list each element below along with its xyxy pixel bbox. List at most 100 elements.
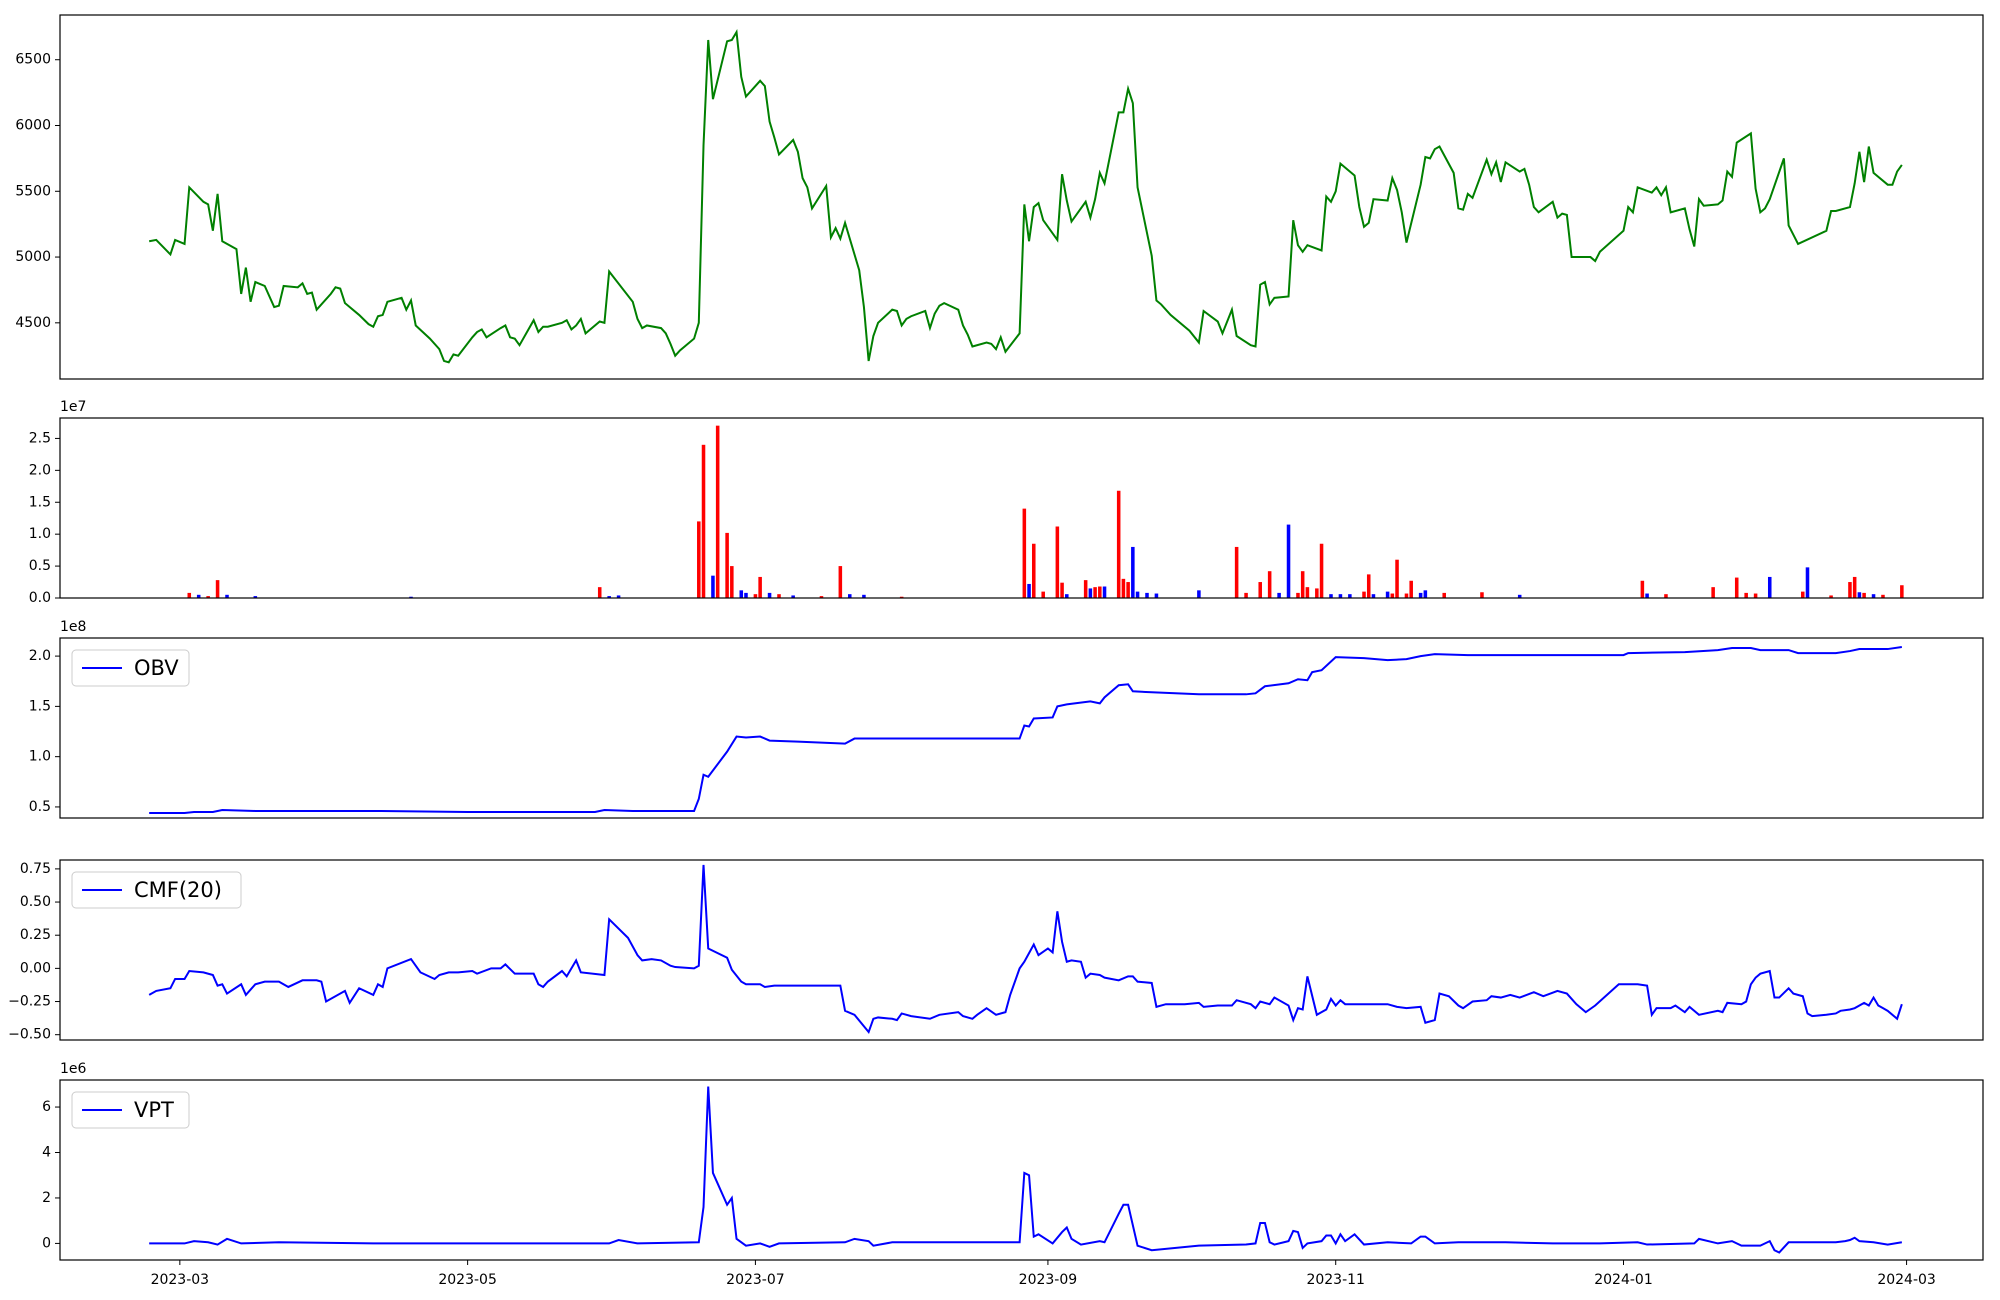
bar: [1126, 582, 1130, 598]
y-tick-label: 0.5: [29, 799, 51, 815]
line: [149, 1086, 1903, 1254]
bar: [1711, 587, 1715, 598]
bar: [715, 425, 720, 598]
bar: [1329, 594, 1333, 598]
bar: [1154, 593, 1159, 598]
bar: [1409, 580, 1413, 598]
y-tick-label: −0.25: [8, 994, 51, 1010]
bar: [744, 592, 748, 598]
legend-box: [71, 1091, 190, 1129]
bar: [701, 444, 706, 598]
bar: [1244, 592, 1248, 598]
x-tick-label: 2024-03: [1877, 1272, 1936, 1288]
legend-label: VPT: [134, 1098, 174, 1122]
y-tick-label: 0: [42, 1235, 51, 1251]
legend-label: OBV: [134, 656, 179, 680]
bar: [1871, 594, 1876, 598]
bar: [791, 595, 795, 598]
bar: [1277, 592, 1281, 598]
bar: [1145, 592, 1149, 598]
bar: [409, 596, 413, 598]
legend-box: [71, 649, 190, 687]
bar: [1116, 490, 1121, 598]
axis-offset-label: 1e7: [60, 399, 86, 415]
bar: [1852, 576, 1857, 598]
axis-offset-label: 1e8: [60, 619, 86, 635]
bar: [1286, 524, 1291, 598]
bar: [1027, 583, 1031, 598]
bar: [1801, 591, 1805, 598]
bar: [1102, 586, 1107, 598]
bar: [1517, 594, 1522, 598]
bar: [1767, 576, 1772, 598]
bar: [711, 575, 715, 598]
bar: [1197, 590, 1201, 598]
bar: [215, 580, 220, 598]
bar: [1848, 582, 1852, 598]
bar: [206, 596, 210, 598]
bar: [819, 596, 824, 598]
x-tick-label: 2023-09: [1019, 1272, 1078, 1288]
axes-frame: [59, 859, 1984, 1041]
x-tick-label: 2023-11: [1306, 1272, 1365, 1288]
legend-label: CMF(20): [134, 878, 222, 902]
y-tick-label: 0.25: [20, 927, 51, 943]
bar: [1744, 592, 1748, 598]
bar: [899, 596, 904, 598]
bar: [1121, 578, 1126, 598]
axes-frame: [59, 14, 1984, 380]
x-tick-label: 2023-05: [438, 1272, 497, 1288]
bar: [607, 596, 611, 598]
bar: [1423, 590, 1428, 598]
bar: [1480, 592, 1484, 598]
y-tick-label: 2: [42, 1190, 51, 1206]
bar: [862, 594, 866, 598]
y-tick-label: 1.5: [29, 494, 51, 510]
bar: [1305, 587, 1310, 598]
line: [149, 646, 1902, 814]
bar: [725, 532, 729, 598]
bar: [1031, 543, 1036, 598]
bar: [1319, 543, 1324, 598]
axis-offset-label: 1e6: [60, 1061, 87, 1077]
y-tick-label: 1.0: [29, 749, 51, 765]
bar: [1645, 593, 1649, 598]
bar: [1395, 559, 1399, 598]
y-tick-label: 4500: [15, 315, 51, 331]
line: [148, 29, 1903, 364]
bar: [697, 521, 701, 598]
bar: [1267, 571, 1272, 598]
x-tick-label: 2023-03: [151, 1272, 210, 1288]
bar: [1300, 571, 1305, 598]
bar: [1829, 595, 1833, 598]
y-tick-label: −0.50: [8, 1027, 51, 1043]
bar: [1390, 593, 1395, 598]
bar: [1753, 593, 1758, 598]
axes-frame: [59, 1079, 1984, 1261]
axes-frame: [59, 637, 1984, 819]
bar: [1348, 594, 1352, 598]
y-tick-label: 4: [42, 1145, 51, 1161]
bar: [777, 594, 781, 598]
y-tick-label: 2.0: [29, 462, 51, 478]
bar: [1065, 594, 1069, 598]
bar: [1418, 592, 1423, 598]
y-tick-label: 0.5: [29, 558, 51, 574]
bar: [1366, 574, 1371, 598]
y-tick-label: 0.75: [20, 861, 51, 877]
bar: [1857, 592, 1862, 598]
bar: [848, 594, 852, 598]
bar: [1022, 508, 1027, 598]
legend-box: [71, 871, 242, 909]
bar: [1404, 593, 1409, 598]
bar: [1442, 592, 1446, 598]
bar: [1135, 591, 1140, 598]
y-tick-label: 0.00: [20, 960, 51, 976]
bar: [253, 596, 258, 598]
bar: [1881, 594, 1885, 598]
bar: [1805, 567, 1810, 598]
bar: [1083, 580, 1088, 598]
y-tick-label: 6: [42, 1099, 51, 1115]
axes-frame: [59, 417, 1984, 599]
y-tick-label: 6500: [15, 52, 51, 68]
